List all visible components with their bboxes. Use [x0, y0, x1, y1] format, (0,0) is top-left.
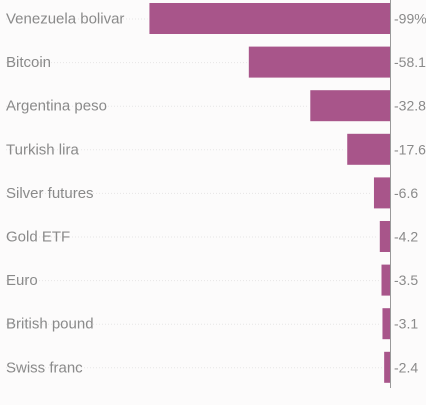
value-label: -6.6	[394, 185, 418, 201]
category-label: British pound	[6, 316, 94, 333]
category-label: Bitcoin	[6, 54, 51, 71]
value-label: -3.5	[394, 272, 418, 288]
value-label: -17.6	[394, 141, 426, 157]
bar	[381, 264, 390, 296]
category-label: Gold ETF	[6, 229, 70, 246]
value-label: -2.4	[394, 359, 418, 375]
bar	[248, 46, 390, 78]
bar	[379, 221, 390, 252]
value-label: -32.8	[394, 98, 426, 114]
category-label: Silver futures	[6, 185, 94, 202]
bar	[373, 177, 390, 209]
category-label: Venezuela bolivar	[6, 11, 124, 28]
value-label: -4.2	[394, 229, 418, 245]
bar	[384, 351, 390, 383]
category-label: Euro	[6, 272, 38, 289]
bar	[310, 90, 390, 122]
category-label: Turkish lira	[6, 141, 79, 158]
category-label: Argentina peso	[6, 98, 107, 115]
value-label: -58.1	[394, 54, 426, 70]
chart-rows: Venezuela bolivar -99% Bitcoin -58.1 Argenti…	[6, 3, 426, 383]
value-label: -3.1	[394, 316, 418, 332]
bar	[149, 3, 390, 34]
bar	[347, 133, 390, 165]
value-label: -99%	[394, 11, 426, 27]
category-label: Swiss franc	[6, 359, 83, 376]
bar	[382, 308, 390, 340]
